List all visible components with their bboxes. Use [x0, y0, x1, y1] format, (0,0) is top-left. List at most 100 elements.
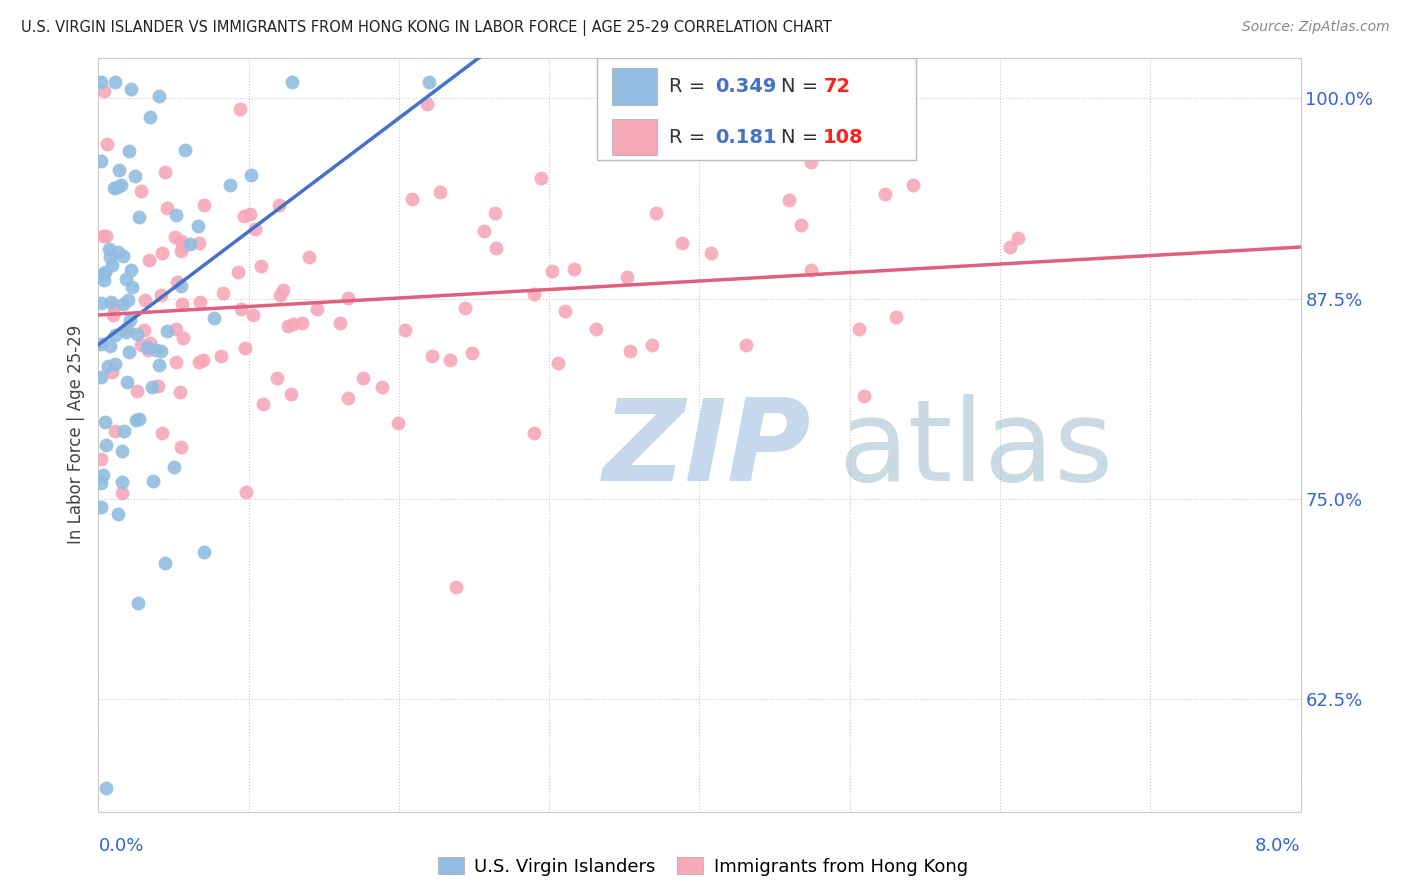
- Point: [103, 181, 125, 195]
- Point: [93, 415, 115, 429]
- Text: 72: 72: [824, 77, 851, 96]
- Point: [281, 317, 304, 331]
- Point: [104, 357, 127, 371]
- Point: [104, 328, 127, 343]
- Point: [212, 285, 235, 300]
- FancyBboxPatch shape: [598, 58, 915, 160]
- Point: [115, 375, 138, 389]
- Point: [172, 239, 194, 253]
- Point: [120, 82, 142, 96]
- Point: [111, 444, 134, 458]
- Text: atlas: atlas: [838, 394, 1114, 506]
- Point: [172, 331, 194, 345]
- Point: [96, 780, 118, 795]
- Point: [853, 389, 876, 403]
- Point: [169, 385, 191, 400]
- Point: [136, 343, 159, 357]
- Point: [110, 178, 132, 192]
- Point: [188, 294, 211, 309]
- Point: [148, 378, 170, 392]
- Text: 8.0%: 8.0%: [1256, 837, 1301, 855]
- Point: [149, 288, 172, 302]
- Point: [111, 475, 134, 489]
- Point: [107, 245, 129, 260]
- Point: [150, 344, 173, 359]
- Point: [291, 317, 314, 331]
- Point: [103, 300, 125, 314]
- Point: [120, 263, 142, 277]
- Point: [269, 198, 291, 212]
- Point: [640, 338, 662, 352]
- Point: [418, 75, 440, 89]
- Point: [118, 145, 141, 159]
- Text: R =: R =: [669, 128, 718, 147]
- Point: [202, 310, 225, 325]
- Point: [800, 262, 823, 277]
- Point: [129, 338, 152, 352]
- Point: [96, 136, 118, 151]
- Point: [209, 349, 232, 363]
- Point: [562, 261, 585, 276]
- Point: [156, 201, 179, 215]
- Point: [105, 180, 128, 194]
- Text: 0.0%: 0.0%: [98, 837, 143, 855]
- Point: [148, 88, 170, 103]
- Point: [165, 321, 187, 335]
- Point: [179, 236, 201, 251]
- Point: [1007, 231, 1029, 245]
- Point: [166, 354, 188, 368]
- Point: [352, 371, 374, 385]
- Point: [153, 556, 176, 570]
- Point: [848, 322, 870, 336]
- Point: [90, 154, 112, 169]
- Point: [394, 323, 416, 337]
- Point: [269, 287, 291, 301]
- Point: [141, 380, 163, 394]
- Point: [90, 336, 112, 351]
- Point: [100, 295, 122, 310]
- Point: [530, 171, 553, 186]
- Point: [243, 222, 266, 236]
- Point: [98, 250, 121, 264]
- Point: [700, 246, 723, 260]
- Point: [554, 304, 576, 318]
- Point: [193, 545, 215, 559]
- Point: [156, 324, 179, 338]
- Point: [547, 356, 569, 370]
- Text: 108: 108: [824, 128, 863, 147]
- Point: [136, 340, 159, 354]
- Point: [138, 110, 160, 124]
- Point: [277, 318, 299, 333]
- Point: [616, 269, 638, 284]
- Point: [165, 229, 187, 244]
- Point: [138, 252, 160, 267]
- Point: [778, 193, 800, 207]
- Point: [903, 178, 925, 192]
- Point: [91, 268, 114, 282]
- Point: [337, 292, 360, 306]
- Point: [90, 452, 112, 467]
- Point: [998, 240, 1021, 254]
- Point: [118, 345, 141, 359]
- Point: [121, 280, 143, 294]
- Point: [229, 103, 252, 117]
- Point: [90, 370, 112, 384]
- Point: [125, 326, 148, 341]
- Point: [454, 301, 477, 315]
- Point: [169, 244, 191, 259]
- Text: 0.181: 0.181: [716, 128, 776, 147]
- Point: [884, 310, 907, 324]
- Point: [218, 178, 240, 192]
- Point: [193, 198, 215, 212]
- Point: [90, 500, 112, 514]
- Text: R =: R =: [669, 77, 711, 96]
- FancyBboxPatch shape: [612, 120, 658, 155]
- Text: Source: ZipAtlas.com: Source: ZipAtlas.com: [1241, 20, 1389, 34]
- Point: [103, 75, 125, 89]
- Point: [100, 258, 122, 272]
- Text: ZIP: ZIP: [603, 394, 811, 506]
- Text: U.S. VIRGIN ISLANDER VS IMMIGRANTS FROM HONG KONG IN LABOR FORCE | AGE 25-29 COR: U.S. VIRGIN ISLANDER VS IMMIGRANTS FROM …: [21, 20, 832, 36]
- Point: [107, 507, 129, 521]
- Point: [800, 155, 823, 169]
- Point: [233, 341, 256, 355]
